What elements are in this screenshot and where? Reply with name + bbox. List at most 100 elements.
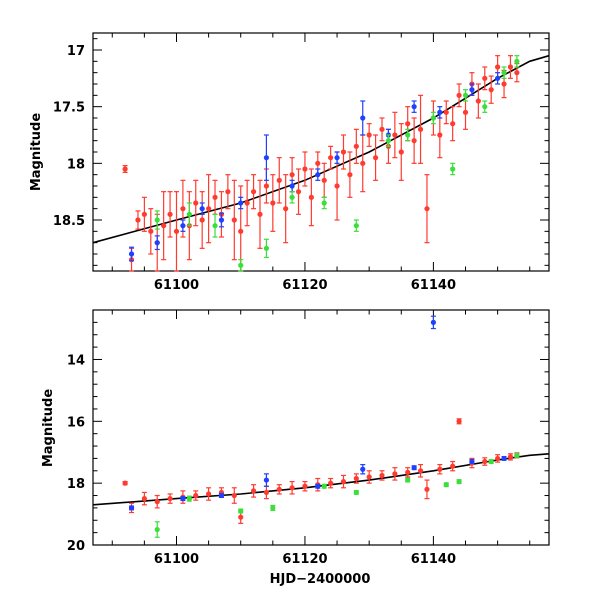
data-point-blue [411,100,417,113]
data-point-red [193,179,199,227]
point-marker [148,228,154,234]
top-panel-y-tick-labels: 17 17.5 18 18.5 [53,44,85,229]
data-point-blue [501,455,507,462]
data-point-green [154,210,160,230]
point-marker [167,496,173,502]
data-point-red [411,117,417,164]
data-point-red [283,174,289,244]
point-marker [456,92,462,98]
data-point-blue [430,315,436,330]
point-marker [263,183,270,189]
point-marker [430,115,436,121]
data-point-red [328,145,334,170]
y-tick-label: 17 [67,44,85,59]
point-marker [514,70,520,76]
point-marker [206,206,212,212]
point-marker [482,75,488,81]
data-point-red [482,457,488,466]
data-point-blue [218,492,225,499]
point-marker [360,115,366,121]
data-point-red [250,174,257,210]
point-marker [340,479,347,485]
point-marker [289,485,295,491]
point-marker [263,477,270,483]
data-point-red [122,480,128,486]
data-point-red [488,75,494,104]
point-marker [321,177,327,183]
point-marker [167,211,173,217]
data-point-red [257,179,263,249]
data-point-blue [218,212,225,228]
point-marker [469,87,475,93]
point-marker [315,483,321,489]
point-marker [154,499,160,505]
data-point-red [456,418,462,425]
point-marker [507,64,514,70]
y-tick-label: 20 [67,539,85,554]
point-marker [257,211,263,217]
x-tick-label: 61120 [282,552,327,567]
point-marker [276,486,282,492]
point-marker [372,155,379,161]
point-marker [315,172,321,178]
point-marker [244,200,250,206]
point-marker [430,319,436,325]
point-marker [141,211,147,217]
point-marker [231,217,237,223]
x-axis-title: HJD−2400000 [270,572,371,587]
point-marker [353,489,359,496]
point-marker [193,492,199,499]
point-marker [424,486,430,492]
point-marker [482,104,488,110]
point-marker [501,81,507,87]
point-marker [180,206,186,212]
point-marker [437,466,443,472]
point-marker [128,251,135,257]
point-marker [186,496,192,502]
data-point-red [379,117,385,142]
point-marker [321,483,327,489]
point-marker [238,514,244,520]
data-point-red [347,151,353,198]
point-marker [347,172,353,178]
point-marker [199,217,205,223]
data-point-green [154,521,160,538]
point-marker [250,488,257,494]
point-marker [417,468,424,474]
point-marker [366,132,372,138]
data-point-red [206,174,212,244]
point-marker [514,58,520,64]
data-point-blue [334,151,340,164]
point-marker [218,492,225,499]
point-marker [353,475,359,482]
y-tick-label: 18 [67,477,85,492]
point-marker [218,217,225,223]
point-marker [353,143,359,149]
point-marker [238,228,244,234]
data-point-green [430,111,436,125]
point-marker [360,160,366,166]
data-point-red [276,484,282,495]
x-tick-label: 61140 [411,278,456,293]
data-point-red [308,168,314,227]
data-point-red [148,208,154,255]
point-marker [392,132,398,138]
data-point-green [385,134,392,147]
data-point-red [135,210,141,230]
point-marker [411,465,417,471]
data-point-red [302,481,308,492]
point-marker [289,183,295,189]
data-point-red [122,165,128,173]
point-marker [456,418,462,424]
top-panel-y-axis-title: Magnitude [29,113,44,192]
point-marker [443,109,449,115]
data-point-red [353,128,359,164]
data-point-green [186,202,192,227]
y-tick-label: 17.5 [53,101,85,116]
point-marker [385,138,392,144]
data-point-red [424,174,430,244]
point-marker [328,155,334,161]
point-marker [411,138,417,144]
point-marker [180,496,186,502]
point-marker [450,463,456,469]
